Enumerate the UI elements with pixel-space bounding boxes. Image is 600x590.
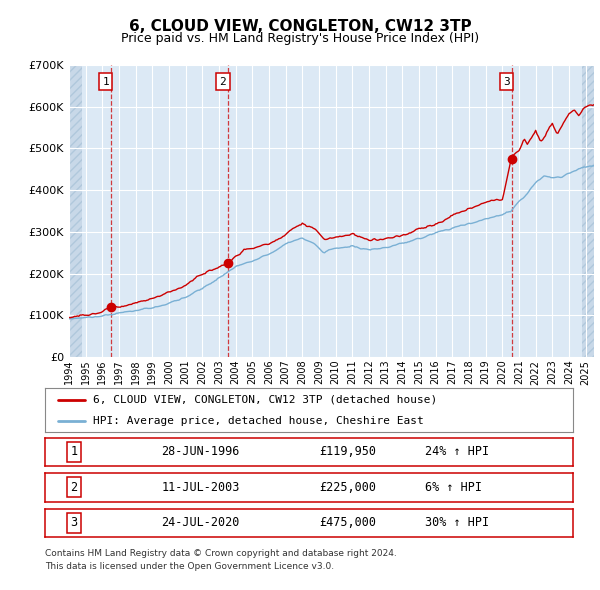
Text: 11-JUL-2003: 11-JUL-2003: [161, 481, 239, 494]
Text: £475,000: £475,000: [320, 516, 377, 529]
Text: 3: 3: [503, 77, 510, 87]
Text: 3: 3: [70, 516, 77, 529]
Text: £119,950: £119,950: [320, 445, 377, 458]
Bar: [583, 65, 594, 357]
Text: HPI: Average price, detached house, Cheshire East: HPI: Average price, detached house, Ches…: [92, 416, 423, 426]
Text: £225,000: £225,000: [320, 481, 377, 494]
Text: 28-JUN-1996: 28-JUN-1996: [161, 445, 239, 458]
Text: 6, CLOUD VIEW, CONGLETON, CW12 3TP: 6, CLOUD VIEW, CONGLETON, CW12 3TP: [128, 19, 472, 34]
Text: 2: 2: [70, 481, 77, 494]
Text: 1: 1: [70, 445, 77, 458]
Text: 24% ↑ HPI: 24% ↑ HPI: [425, 445, 489, 458]
Text: 1: 1: [102, 77, 109, 87]
Text: 30% ↑ HPI: 30% ↑ HPI: [425, 516, 489, 529]
Text: 24-JUL-2020: 24-JUL-2020: [161, 516, 239, 529]
Bar: [69, 65, 82, 357]
Text: 6% ↑ HPI: 6% ↑ HPI: [425, 481, 482, 494]
Text: Contains HM Land Registry data © Crown copyright and database right 2024.: Contains HM Land Registry data © Crown c…: [45, 549, 397, 558]
Text: 2: 2: [220, 77, 226, 87]
Text: Price paid vs. HM Land Registry's House Price Index (HPI): Price paid vs. HM Land Registry's House …: [121, 32, 479, 45]
Text: 6, CLOUD VIEW, CONGLETON, CW12 3TP (detached house): 6, CLOUD VIEW, CONGLETON, CW12 3TP (deta…: [92, 395, 437, 405]
Text: This data is licensed under the Open Government Licence v3.0.: This data is licensed under the Open Gov…: [45, 562, 334, 571]
